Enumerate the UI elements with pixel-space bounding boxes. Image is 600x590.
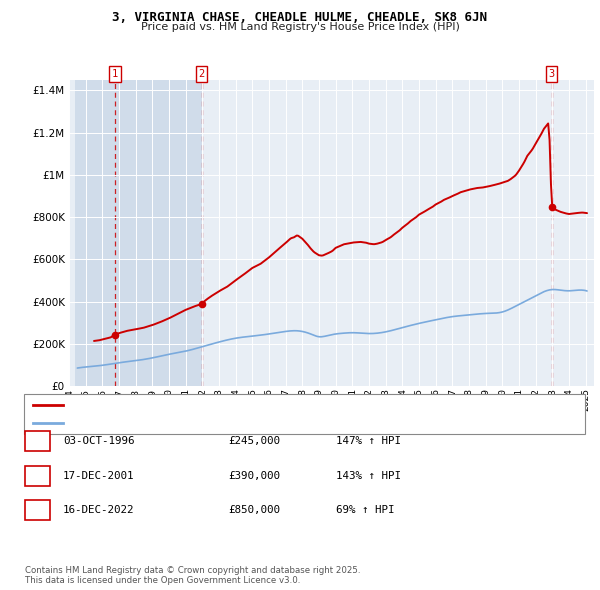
Text: 1: 1 (112, 69, 118, 79)
Text: 03-OCT-1996: 03-OCT-1996 (63, 437, 134, 446)
Text: HPI: Average price, detached house, Stockport: HPI: Average price, detached house, Stoc… (68, 418, 300, 428)
Text: 3, VIRGINIA CHASE, CHEADLE HULME, CHEADLE, SK8 6JN: 3, VIRGINIA CHASE, CHEADLE HULME, CHEADL… (113, 11, 487, 24)
Text: 3, VIRGINIA CHASE, CHEADLE HULME, CHEADLE, SK8 6JN (detached house): 3, VIRGINIA CHASE, CHEADLE HULME, CHEADL… (68, 400, 443, 410)
Text: 17-DEC-2001: 17-DEC-2001 (63, 471, 134, 480)
Text: 2: 2 (34, 471, 41, 480)
Text: Contains HM Land Registry data © Crown copyright and database right 2025.
This d: Contains HM Land Registry data © Crown c… (25, 566, 361, 585)
Text: 69% ↑ HPI: 69% ↑ HPI (336, 505, 395, 514)
Text: 3: 3 (34, 505, 41, 514)
Text: Price paid vs. HM Land Registry's House Price Index (HPI): Price paid vs. HM Land Registry's House … (140, 22, 460, 32)
Text: 3: 3 (548, 69, 555, 79)
Text: 1: 1 (34, 437, 41, 446)
Text: £390,000: £390,000 (228, 471, 280, 480)
Text: 143% ↑ HPI: 143% ↑ HPI (336, 471, 401, 480)
Text: 16-DEC-2022: 16-DEC-2022 (63, 505, 134, 514)
Text: 147% ↑ HPI: 147% ↑ HPI (336, 437, 401, 446)
Text: £245,000: £245,000 (228, 437, 280, 446)
Text: 2: 2 (199, 69, 205, 79)
Bar (74, 80, 202, 386)
Text: £850,000: £850,000 (228, 505, 280, 514)
